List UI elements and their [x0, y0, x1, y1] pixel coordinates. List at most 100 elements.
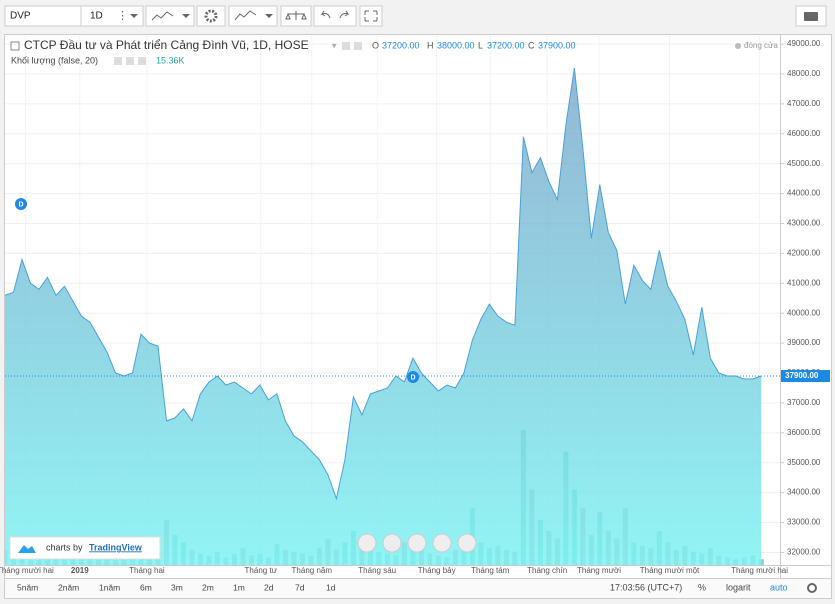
compare-icon	[285, 11, 307, 20]
nav-buttons	[357, 533, 477, 553]
range-button[interactable]: 2m	[202, 582, 214, 592]
branding-brand: TradingView	[89, 542, 143, 552]
y-tick-label: 49000.00	[787, 39, 821, 48]
event-label: D	[18, 201, 23, 208]
y-tick-label: 34000.00	[787, 488, 821, 497]
y-tick-label: 33000.00	[787, 518, 821, 527]
range-button[interactable]: 1năm	[99, 582, 120, 592]
price-line	[5, 67, 762, 501]
open-label: O	[372, 40, 379, 50]
x-tick-label: Tháng sáu	[358, 566, 396, 575]
range-button[interactable]: 2d	[264, 582, 274, 592]
y-tick-label: 36000.00	[787, 428, 821, 437]
x-tick-label: Tháng chín	[527, 566, 567, 575]
legend-btn[interactable]	[126, 57, 134, 65]
series-title: CTCP Đầu tư và Phát triển Cảng Đình Vũ, …	[24, 38, 309, 52]
auto-toggle[interactable]: auto	[770, 582, 788, 592]
event-label: D	[410, 374, 415, 381]
event-marker[interactable]	[15, 198, 27, 210]
legend-btn[interactable]	[354, 42, 362, 50]
source-dot	[735, 43, 741, 49]
range-buttons: 5năm 2năm 1năm 6m 3m 2m 1m 2d 7d 1d	[17, 582, 336, 592]
legend-btn[interactable]	[114, 57, 122, 65]
log-toggle[interactable]: logarit	[726, 582, 751, 592]
settings-icon[interactable]	[807, 583, 817, 593]
x-tick-label: Tháng mười	[577, 566, 621, 575]
dropdown-arrow	[265, 14, 273, 18]
dropdown-arrow	[182, 14, 190, 18]
x-tick-label: Tháng tám	[471, 566, 510, 575]
plot-area	[5, 36, 780, 565]
dropdown-arrow	[130, 14, 138, 18]
redo-icon	[339, 10, 350, 19]
nav-button[interactable]	[407, 533, 427, 553]
legend-btn[interactable]	[138, 57, 146, 65]
x-tick-label: Tháng mười hai	[731, 566, 788, 575]
percent-toggle[interactable]: %	[698, 582, 706, 592]
volume-readout: 15.36K	[156, 55, 185, 65]
y-tick-label: 46000.00	[787, 129, 821, 138]
nav-button[interactable]	[432, 533, 452, 553]
interval: 1D	[90, 11, 103, 22]
fullscreen-btn[interactable]	[359, 5, 383, 27]
range-button[interactable]: 1m	[233, 582, 245, 592]
y-tick-label: 48000.00	[787, 69, 821, 78]
branding-prefix: charts by	[46, 542, 83, 552]
interval-box[interactable]	[80, 5, 144, 27]
y-tick-label: 39000.00	[787, 338, 821, 347]
y-tick-label: 41000.00	[787, 278, 821, 287]
range-button[interactable]: 2năm	[58, 582, 79, 592]
y-tick-label: 42000.00	[787, 249, 821, 258]
range-button[interactable]: 5năm	[17, 582, 38, 592]
indicators-btn[interactable]	[228, 5, 278, 27]
range-button[interactable]: 3m	[171, 582, 183, 592]
x-tick-label: Tháng năm	[292, 566, 333, 575]
open-value: 37200.00	[382, 40, 420, 50]
symbol: DVP	[10, 11, 31, 22]
indicator-icon	[234, 10, 257, 21]
nav-button[interactable]	[457, 533, 477, 553]
x-tick-label: Tháng mười hai	[0, 566, 54, 575]
fullscreen-icon	[364, 10, 378, 22]
range-button[interactable]: 1d	[326, 582, 336, 592]
settings-btn[interactable]	[196, 5, 226, 27]
range-button[interactable]: 7d	[295, 582, 305, 592]
y-tick-label: 32000.00	[787, 548, 821, 557]
low-value: 37200.00	[487, 40, 525, 50]
close-label: C	[528, 40, 535, 50]
legend-arrow: ▾	[332, 40, 337, 50]
y-tick-label: 35000.00	[787, 458, 821, 467]
chart-style-icon	[151, 11, 174, 21]
undo-redo[interactable]	[313, 5, 357, 27]
low-label: L	[478, 40, 483, 50]
price-source: đóng cửa	[744, 41, 778, 50]
nav-button[interactable]	[382, 533, 402, 553]
y-tick-label: 44000.00	[787, 189, 821, 198]
range-button[interactable]: 6m	[140, 582, 152, 592]
chart-style-btn[interactable]	[145, 5, 195, 27]
event-marker[interactable]	[407, 371, 419, 383]
close-value: 37900.00	[538, 40, 576, 50]
camera-icon	[804, 12, 818, 21]
price-area	[5, 68, 762, 565]
x-tick-label: Tháng bảy	[418, 566, 456, 575]
last-price-box	[781, 370, 830, 383]
y-tick-label: 43000.00	[787, 219, 821, 228]
last-price-label: 37900.00	[785, 371, 819, 380]
collapse-icon[interactable]	[10, 41, 20, 51]
clock: 17:03:56 (UTC+7)	[610, 582, 682, 592]
x-tick-label: Tháng tư	[245, 566, 278, 575]
legend-btn[interactable]	[342, 42, 350, 50]
x-tick-label: Tháng hai	[129, 566, 165, 575]
nav-button[interactable]	[357, 533, 377, 553]
x-tick-label: 2019	[71, 566, 89, 575]
y-tick-label: 37000.00	[787, 398, 821, 407]
y-tick-label: 40000.00	[787, 308, 821, 317]
y-tick-label: 47000.00	[787, 99, 821, 108]
y-tick-label: 45000.00	[787, 159, 821, 168]
branding-box[interactable]	[9, 536, 161, 560]
undo-icon	[320, 10, 331, 19]
menu-dots: ⋮	[117, 10, 128, 22]
